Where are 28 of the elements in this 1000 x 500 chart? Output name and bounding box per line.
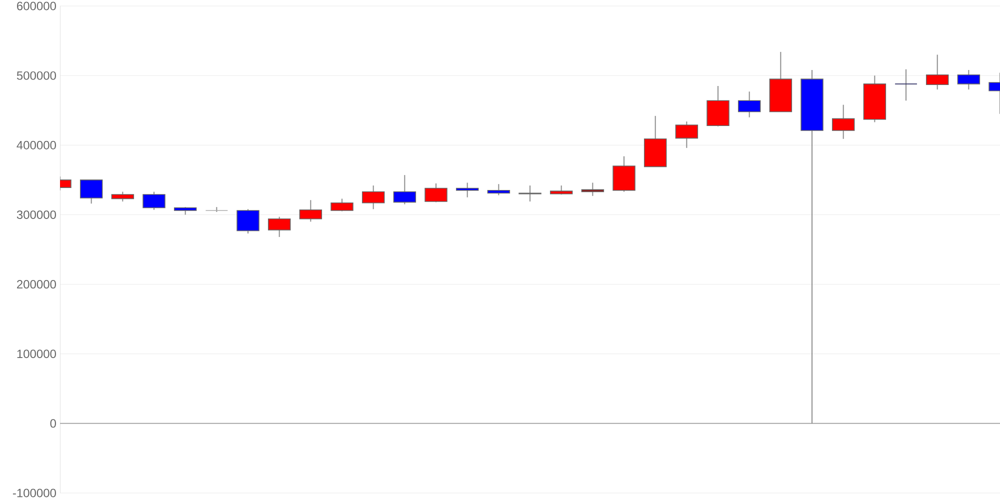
candlestick — [957, 70, 980, 90]
candlestick — [894, 68, 918, 102]
candlestick — [142, 191, 166, 210]
candlestick — [926, 54, 949, 90]
y-tick-label: 300000 — [16, 210, 56, 219]
y-tick-label: 100000 — [17, 350, 56, 358]
candlestick — [487, 184, 510, 196]
candlestick — [424, 182, 448, 203]
y-tick-label: 400000 — [16, 140, 56, 150]
candlestick — [80, 179, 103, 204]
candlestick — [550, 184, 573, 196]
candlestick — [518, 184, 542, 202]
candlestick — [393, 174, 416, 205]
candlestick — [236, 208, 260, 234]
y-tick-label: -100000 — [12, 488, 56, 498]
candlestick — [330, 198, 354, 212]
candlestick — [832, 104, 855, 140]
candlestick — [268, 216, 291, 238]
y-tick-label: 600000 — [17, 2, 56, 10]
candlestick — [675, 120, 698, 148]
y-tick-label: 200000 — [17, 280, 56, 289]
candlestick — [456, 182, 479, 198]
candlestick — [111, 191, 134, 202]
candlestick — [362, 184, 385, 210]
y-tick-label: 500000 — [16, 71, 56, 80]
y-tick-label: 0 — [50, 419, 56, 428]
candlestick — [738, 91, 761, 118]
candlestick — [299, 200, 322, 222]
